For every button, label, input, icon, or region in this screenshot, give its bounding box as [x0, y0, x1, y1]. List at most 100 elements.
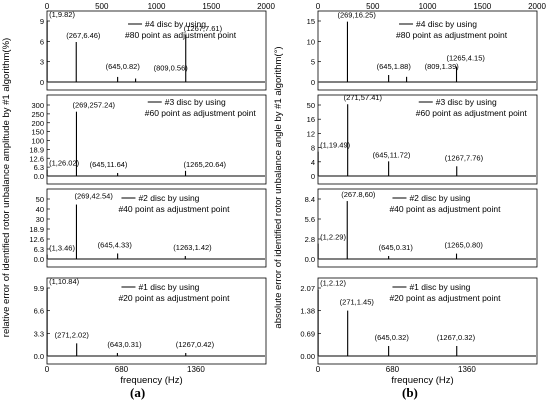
data-label: (1263,1.42) [173, 243, 212, 252]
data-label: (1,10.84) [49, 277, 80, 286]
y-tick-label: 30 [36, 215, 44, 224]
data-label: (1,26.02) [49, 158, 80, 167]
y-tick-label: 18.9 [29, 225, 44, 234]
y-tick-label: 8.4 [305, 195, 315, 204]
y-tick-label: 10 [307, 37, 315, 46]
data-label: (269,16.25) [337, 11, 376, 20]
data-label: (645,0.82) [106, 62, 141, 71]
bottom-tick-label: 1360 [458, 365, 476, 374]
bottom-tick-label: 680 [386, 365, 400, 374]
panel-frame [46, 94, 267, 185]
y-tick-label: 18.9 [29, 145, 44, 154]
data-label: (271,57.41) [344, 93, 383, 102]
legend-line-2: #60 point as adjustment point [145, 108, 257, 118]
legend-line-2: #80 point as adjustment point [125, 30, 237, 40]
top-tick-label: 1000 [419, 2, 437, 11]
data-label: (1,2.29) [320, 233, 346, 242]
y-axis-title: absolute error of identified rotor unbal… [273, 46, 284, 328]
y-tick-label: 6.3 [34, 245, 44, 254]
y-tick-label: 0.0 [305, 255, 315, 264]
legend-line-2: #20 point as adjustment point [389, 293, 501, 303]
legend-line-1: #1 disc by using [409, 282, 470, 292]
legend-line-2: #40 point as adjustment point [389, 204, 501, 214]
data-label: (645,0.32) [375, 333, 410, 342]
data-label: (1267,7.76) [445, 153, 484, 162]
y-tick-label: 3.3 [34, 329, 44, 338]
top-tick-label: 0 [316, 2, 321, 11]
y-tick-label: 0.0 [34, 255, 44, 264]
panel-frame [317, 188, 538, 268]
y-tick-label: 6.6 [34, 307, 44, 316]
bottom-tick-label: 680 [115, 365, 129, 374]
data-label: (1267,7.61) [184, 24, 223, 33]
y-tick-label: 50 [36, 195, 44, 204]
panel-frame [46, 188, 267, 268]
legend-line-2: #80 point as adjustment point [396, 30, 508, 40]
y-tick-label: 0.0 [34, 352, 44, 361]
data-label: (1265,20.64) [184, 160, 227, 169]
y-tick-label: 16 [307, 115, 315, 124]
data-label: (269,257.24) [72, 101, 115, 110]
caption-a: (a) [130, 385, 146, 400]
y-tick-label: 200 [31, 119, 44, 128]
legend-line-1: #2 disc by using [409, 193, 470, 203]
data-label: (269,42.54) [74, 192, 113, 201]
legend-line-2: #40 point as adjustment point [118, 204, 230, 214]
top-tick-label: 2000 [528, 2, 546, 11]
y-tick-label: 9 [40, 17, 44, 26]
y-tick-label: 12.6 [29, 154, 44, 163]
y-axis-title: relative error of identified rotor unbal… [1, 38, 12, 337]
y-tick-label: 0 [311, 172, 315, 181]
legend-line-1: #3 disc by using [165, 97, 226, 107]
data-label: (1,9.82) [49, 10, 75, 19]
y-tick-label: 100 [31, 137, 44, 146]
data-label: (809,1.39) [425, 62, 460, 71]
legend-line-1: #4 disc by using [416, 19, 477, 29]
y-tick-label: 4 [311, 158, 315, 167]
bottom-tick-label: 0 [316, 365, 321, 374]
y-tick-label: 300 [31, 101, 44, 110]
caption-b: (b) [402, 385, 418, 400]
data-label: (267,6.46) [66, 31, 101, 40]
data-label: (271,2.02) [55, 330, 90, 339]
data-label: (645,0.31) [379, 243, 414, 252]
data-label: (1265,0.80) [445, 241, 484, 250]
panel-frame [317, 94, 538, 185]
data-label: (1,3.46) [49, 244, 75, 253]
y-tick-label: 1.38 [300, 307, 315, 316]
y-tick-label: 6.3 [34, 163, 44, 172]
top-tick-label: 2000 [257, 2, 275, 11]
y-tick-label: 0.0 [34, 172, 44, 181]
top-tick-label: 500 [366, 2, 380, 11]
y-tick-label: 5 [311, 58, 315, 67]
data-label: (1267,0.32) [437, 333, 476, 342]
top-tick-label: 1000 [148, 2, 166, 11]
panel-frame [317, 10, 538, 91]
y-tick-label: 0 [311, 78, 315, 87]
legend-line-1: #4 disc by using [145, 19, 206, 29]
y-tick-label: 0.00 [300, 352, 315, 361]
top-tick-label: 0 [45, 2, 50, 11]
y-tick-label: 12.6 [29, 235, 44, 244]
y-tick-label: 50 [307, 101, 315, 110]
y-tick-label: 0.69 [300, 329, 315, 338]
data-label: (645,1.88) [377, 62, 412, 71]
bottom-tick-label: 0 [45, 365, 50, 374]
y-tick-label: 150 [31, 128, 44, 137]
y-tick-label: 40 [36, 205, 44, 214]
y-tick-label: 0 [40, 78, 44, 87]
y-tick-label: 8 [311, 144, 315, 153]
y-tick-label: 9.9 [34, 284, 44, 293]
x-axis-title: frequency (Hz) [391, 375, 453, 386]
y-tick-label: 3 [40, 58, 44, 67]
data-label: (1,19.49) [320, 141, 351, 150]
x-axis-title: frequency (Hz) [120, 375, 182, 386]
legend-line-1: #1 disc by using [138, 282, 199, 292]
top-tick-label: 500 [95, 2, 109, 11]
data-label: (271,1.45) [340, 298, 375, 307]
y-tick-label: 250 [31, 110, 44, 119]
data-label: (267.8,60) [341, 190, 376, 199]
top-tick-label: 1500 [473, 2, 491, 11]
data-label: (645,11.64) [90, 160, 128, 169]
